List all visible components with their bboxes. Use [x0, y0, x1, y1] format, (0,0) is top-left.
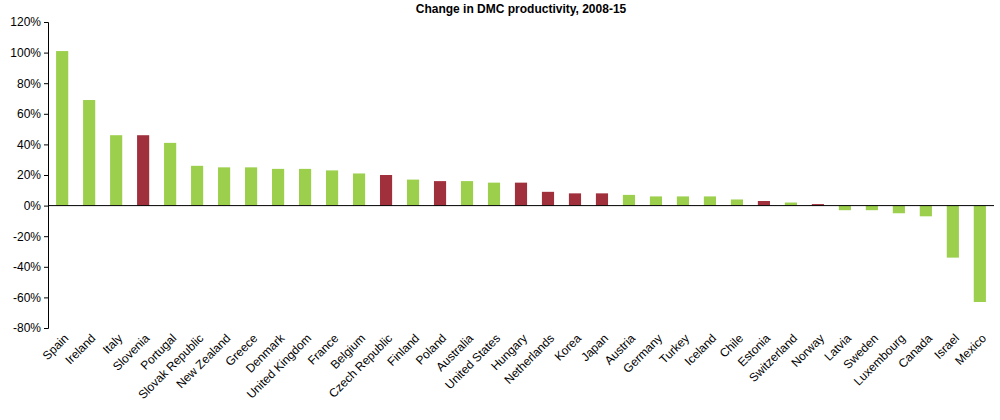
tick-label: Ireland [62, 331, 98, 367]
tick: 120% [10, 15, 48, 29]
y-axis: -80% -60% -40% -20% 0% 20% 40% 60% 80% 100% 120% [10, 15, 48, 335]
tick-label: 100% [10, 46, 41, 60]
title: Change in DMC productivity, 2008-15 [416, 2, 627, 16]
bar [326, 170, 338, 205]
bar [947, 206, 959, 258]
zero-line [48, 205, 994, 206]
bar [839, 206, 851, 211]
tick-label: 120% [10, 15, 41, 29]
tick-mark [44, 83, 48, 84]
tick: Netherlands [501, 328, 557, 387]
tick-label: Norway [788, 331, 827, 370]
bar [677, 196, 689, 205]
bar [137, 135, 149, 205]
tick-label: -40% [13, 260, 41, 274]
tick-mark [44, 114, 48, 115]
bar [191, 166, 203, 206]
bar [758, 201, 770, 206]
bar [596, 193, 608, 205]
bar [110, 135, 122, 205]
tick: -60% [13, 291, 48, 305]
tick: 40% [17, 138, 48, 152]
tick-label: Korea [552, 331, 585, 364]
tick-mark [44, 267, 48, 268]
tick: Norway [788, 328, 827, 370]
tick-label: Czech Republic [326, 331, 395, 400]
tick-label: -60% [13, 291, 41, 305]
x-axis: SpainIrelandItalySloveniaPortugalSlovak … [40, 328, 989, 402]
bar [380, 175, 392, 206]
tick: 60% [17, 107, 48, 121]
bar [920, 206, 932, 217]
tick-mark [44, 53, 48, 54]
tick-label: 20% [17, 168, 41, 182]
tick-label: 60% [17, 107, 41, 121]
bars [56, 51, 986, 302]
tick: -80% [13, 321, 48, 335]
tick: Iceland [682, 328, 719, 368]
tick-label: -20% [13, 230, 41, 244]
tick-mark [44, 297, 48, 298]
tick: 100% [10, 46, 48, 60]
bar [407, 180, 419, 206]
tick-label: 80% [17, 77, 41, 91]
tick: Germany [620, 328, 665, 376]
tick-mark [44, 22, 48, 23]
tick-mark [44, 236, 48, 237]
tick-mark [44, 328, 48, 329]
tick-label: 40% [17, 138, 41, 152]
bar [56, 51, 68, 206]
bar [569, 193, 581, 205]
tick: 0% [24, 199, 48, 213]
bar [731, 199, 743, 205]
tick-label: 0% [24, 199, 42, 213]
bar [650, 196, 662, 205]
plot: -80% -60% -40% -20% 0% 20% 40% 60% 80% 100% 120% Sp… [10, 15, 994, 402]
bar [434, 181, 446, 205]
tick: Mexico [952, 328, 989, 368]
bar [542, 192, 554, 206]
chart: Change in DMC productivity, 2008-15-80%-… [0, 0, 1000, 420]
tick-mark [44, 206, 48, 207]
tick: 80% [17, 77, 48, 91]
bar [974, 206, 986, 302]
tick: Korea [552, 328, 585, 364]
tick: Czech Republic [326, 328, 395, 401]
tick-label: Germany [620, 331, 665, 376]
tick: Finland [384, 328, 422, 369]
tick-label: Iceland [682, 331, 719, 368]
tick-mark [44, 175, 48, 176]
tick: -40% [13, 260, 48, 274]
bar [866, 206, 878, 211]
bar [164, 143, 176, 206]
bar [515, 183, 527, 206]
tick: United Kingdom [244, 328, 314, 401]
bar [245, 167, 257, 205]
bar [623, 195, 635, 206]
bar [83, 100, 95, 206]
tick-label: United Kingdom [244, 331, 314, 401]
tick: Canada [895, 328, 935, 371]
tick-label: Mexico [952, 331, 989, 368]
bar [353, 173, 365, 205]
tick-label: Finland [384, 331, 422, 369]
tick: Ireland [62, 328, 98, 367]
tick-label: Netherlands [501, 331, 557, 387]
bar [488, 183, 500, 206]
tick-mark [44, 144, 48, 145]
bar [272, 169, 284, 206]
tick: 20% [17, 168, 48, 182]
tick: -20% [13, 230, 48, 244]
tick-label: Canada [895, 331, 935, 371]
axis-line [44, 23, 49, 329]
bar [704, 196, 716, 205]
bar [218, 167, 230, 205]
bar [893, 206, 905, 214]
bar [461, 181, 473, 205]
tick-label: -80% [13, 321, 41, 335]
bar [299, 169, 311, 206]
